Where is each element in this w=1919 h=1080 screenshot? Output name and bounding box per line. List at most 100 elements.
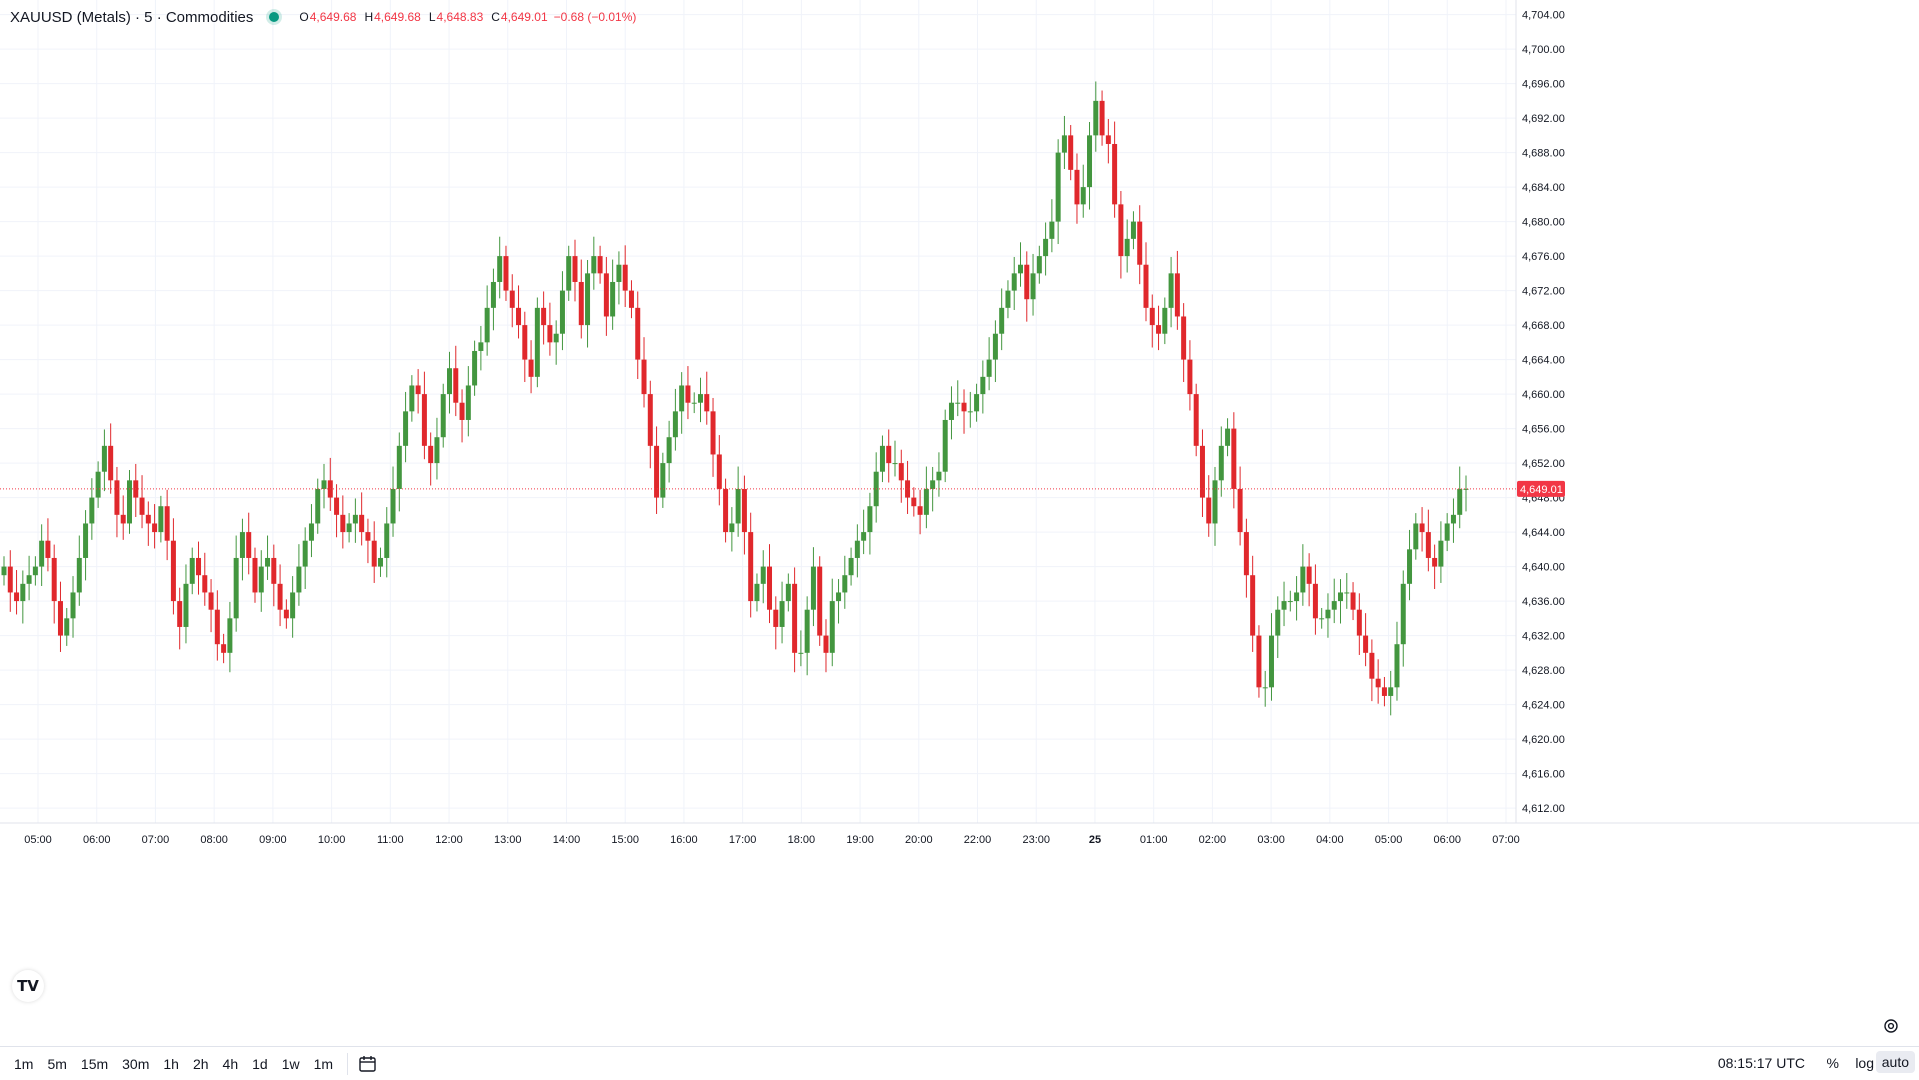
candle-body-down: [1143, 264, 1149, 308]
time-tick-label: 25: [1089, 834, 1101, 846]
time-tick-label: 09:00: [259, 834, 287, 846]
timeframe-30m[interactable]: 30m: [122, 1055, 150, 1072]
timeframe-15m[interactable]: 15m: [80, 1055, 109, 1072]
candle-body-down: [516, 307, 522, 326]
time-tick-label: 04:00: [1316, 834, 1344, 846]
candle-body-down: [214, 609, 220, 645]
timeframe-4h[interactable]: 4h: [222, 1055, 239, 1072]
candle-body-down: [917, 506, 923, 515]
time-tick-label: 18:00: [788, 834, 816, 846]
settings-gear-icon[interactable]: [1882, 1017, 1900, 1035]
candle-body-down: [221, 644, 227, 653]
price-tick-label: 4,616.00: [1522, 769, 1565, 781]
candle-body-up: [1080, 187, 1086, 205]
price-tick-label: 4,632.00: [1522, 631, 1565, 643]
time-tick-label: 05:00: [1375, 834, 1403, 846]
candle-body-up: [1093, 100, 1099, 136]
timeframe-1w[interactable]: 1w: [281, 1055, 300, 1072]
log-scale-toggle[interactable]: log: [1855, 1055, 1874, 1071]
candle-body-down: [886, 445, 892, 464]
candle-body-down: [641, 359, 647, 395]
candle-body-down: [252, 557, 258, 593]
candle-body-up: [315, 488, 321, 524]
price-tick-label: 4,704.00: [1522, 10, 1565, 22]
candle-body-down: [1432, 557, 1438, 567]
utc-clock[interactable]: 08:15:17 UTC: [1717, 1055, 1805, 1071]
candle-body-down: [1425, 532, 1431, 558]
candle-body-up: [691, 402, 697, 404]
time-tick-label: 16:00: [670, 834, 698, 846]
candle-body-down: [597, 256, 603, 274]
candle-body-up: [89, 497, 95, 524]
candle-body-up: [666, 437, 672, 464]
candle-body-down: [421, 394, 427, 446]
timeframe-5m[interactable]: 5m: [47, 1055, 67, 1072]
candle-body-up: [296, 566, 302, 593]
candle-body-down: [792, 583, 798, 653]
candle-body-up: [879, 445, 885, 472]
candle-body-up: [848, 557, 854, 576]
candle-body-down: [1118, 204, 1124, 257]
candle-body-up: [1011, 273, 1017, 291]
symbol-title[interactable]: XAUUSD (Metals) · 5 · Commodities: [10, 8, 254, 26]
candle-body-down: [114, 480, 120, 515]
price-tick-label: 4,692.00: [1522, 113, 1565, 125]
candle-body-up: [1055, 152, 1061, 222]
candle-body-up: [785, 583, 791, 602]
candle-body-down: [635, 307, 641, 360]
candle-body-up: [290, 592, 296, 619]
candle-body-up: [923, 488, 929, 515]
price-tick-label: 4,652.00: [1522, 458, 1565, 470]
calendar-range-icon[interactable]: [358, 1054, 378, 1074]
candle-body-up: [1225, 428, 1231, 446]
candle-body-up: [1450, 514, 1456, 524]
candle-body-down: [817, 566, 823, 636]
candle-body-down: [773, 609, 779, 627]
candle-body-up: [95, 471, 101, 498]
price-tick-label: 4,684.00: [1522, 182, 1565, 194]
candle-body-up: [265, 557, 271, 567]
time-tick-label: 13:00: [494, 834, 522, 846]
candle-body-down: [170, 540, 176, 602]
candle-body-up: [1005, 290, 1011, 308]
time-tick-label: 02:00: [1199, 834, 1227, 846]
candle-body-up: [1344, 592, 1350, 594]
candle-body-down: [1306, 566, 1312, 584]
candle-body-up: [1162, 307, 1168, 334]
candle-body-up: [829, 601, 835, 653]
candle-body-down: [1350, 592, 1356, 610]
candle-body-down: [453, 368, 459, 403]
candle-body-down: [428, 445, 434, 464]
candle-body-up: [321, 480, 327, 489]
candle-body-down: [1181, 316, 1187, 360]
timeframe-1month[interactable]: 1m: [313, 1055, 334, 1072]
candle-body-up: [409, 385, 415, 412]
candle-body-down: [704, 394, 710, 412]
candle-body-down: [277, 583, 283, 610]
candle-body-up: [302, 540, 308, 567]
candle-body-up: [559, 290, 565, 334]
candle-body-up: [70, 592, 76, 619]
time-tick-label: 15:00: [611, 834, 639, 846]
percent-scale-toggle[interactable]: %: [1826, 1055, 1839, 1071]
candle-body-up: [227, 618, 233, 653]
candle-body-up: [26, 575, 32, 584]
candle-body-down: [716, 454, 722, 489]
auto-scale-toggle[interactable]: auto: [1875, 1051, 1915, 1073]
candle-body-up: [804, 609, 810, 653]
timeframe-2h[interactable]: 2h: [192, 1055, 209, 1072]
candle-body-down: [164, 506, 170, 541]
candle-body-up: [346, 523, 352, 533]
timeframe-1m[interactable]: 1m: [14, 1055, 34, 1072]
candle-body-down: [528, 359, 534, 377]
tradingview-logo[interactable]: TV: [12, 970, 44, 1002]
last-price-label: 4,649.01: [1520, 484, 1563, 496]
candle-body-down: [1193, 394, 1199, 446]
candle-body-down: [509, 290, 515, 308]
candle-body-up: [490, 281, 496, 308]
candle-body-up: [1036, 256, 1042, 274]
timeframe-1d[interactable]: 1d: [252, 1055, 268, 1072]
time-tick-label: 07:00: [1492, 834, 1520, 846]
timeframe-1h[interactable]: 1h: [163, 1055, 179, 1072]
